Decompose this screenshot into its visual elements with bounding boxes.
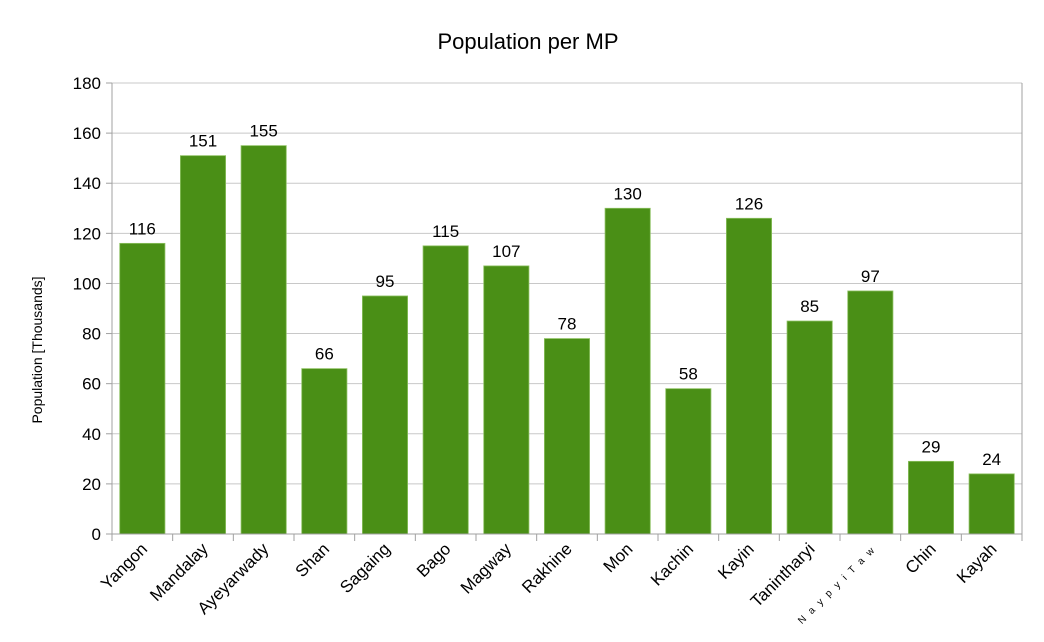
bar	[240, 145, 287, 535]
x-tick-label: Sagaing	[336, 539, 394, 597]
data-labels: 116 151 155 66 95 115 107 78 130 58 126 85 97 29 24	[129, 122, 1001, 469]
bar	[968, 473, 1015, 535]
data-label: 66	[315, 345, 334, 364]
data-label: 78	[558, 315, 577, 334]
x-tick-label: Yangon	[97, 539, 151, 593]
bar	[301, 368, 348, 535]
x-tick-label: Magway	[457, 539, 516, 598]
data-label: 24	[982, 450, 1001, 469]
chart-title: Population per MP	[438, 29, 619, 54]
bar	[908, 460, 954, 535]
y-tick-label: 100	[73, 274, 101, 293]
y-tick-label: 160	[73, 124, 101, 143]
axes	[106, 82, 1023, 541]
y-tick-label: 120	[73, 224, 101, 243]
y-tick-labels: 0 20 40 60 80 100 120 140 160 180	[73, 74, 101, 544]
data-label: 130	[613, 184, 641, 203]
data-label: 29	[922, 437, 941, 456]
bar	[180, 155, 226, 535]
data-label: 95	[376, 272, 395, 291]
bar	[726, 217, 772, 535]
bar	[847, 290, 894, 535]
x-tick-label: Kachin	[647, 539, 697, 589]
bar	[483, 265, 530, 535]
x-tick-label: Kayin	[714, 539, 758, 583]
data-label: 58	[679, 365, 698, 384]
bar	[604, 207, 651, 535]
bar	[422, 245, 469, 535]
y-tick-label: 80	[82, 325, 101, 344]
x-tick-label: Bago	[413, 539, 455, 581]
x-tick-label: Kayah	[953, 539, 1001, 587]
data-label: 97	[861, 267, 880, 286]
y-tick-label: 140	[73, 174, 101, 193]
bar	[119, 242, 166, 535]
y-tick-label: 20	[82, 475, 101, 494]
y-tick-label: 40	[82, 425, 101, 444]
data-label: 155	[249, 122, 277, 141]
data-label: 151	[189, 132, 217, 151]
bar	[786, 320, 833, 535]
bar	[665, 388, 712, 535]
x-tick-label: Mon	[600, 539, 637, 576]
data-label: 116	[129, 219, 156, 238]
data-label: 115	[432, 222, 459, 241]
x-tick-label: Tanintharyi	[747, 539, 819, 611]
x-tick-label: Chin	[902, 539, 940, 577]
bar	[362, 295, 408, 535]
y-tick-label: 60	[82, 375, 101, 394]
y-tick-label: 180	[73, 74, 101, 93]
x-tick-label: Rakhine	[518, 539, 576, 597]
bar	[544, 338, 590, 535]
data-label: 107	[492, 242, 520, 261]
y-axis-label: Population [Thousands]	[29, 276, 45, 423]
x-tick-label: Shan	[292, 539, 334, 581]
data-label: 85	[800, 297, 819, 316]
y-tick-label: 0	[92, 525, 101, 544]
data-label: 126	[735, 194, 763, 213]
bars	[119, 145, 1015, 535]
